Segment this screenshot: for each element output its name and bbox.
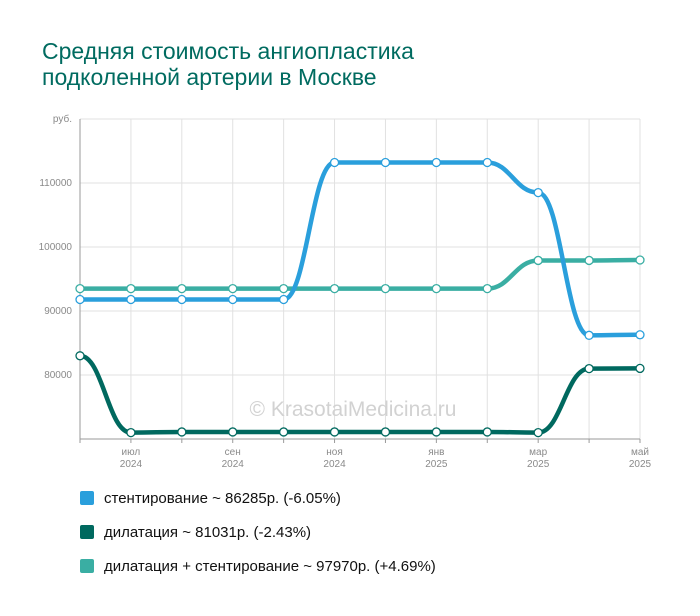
y-unit-label: руб. <box>53 113 72 125</box>
legend-label-stenting: стентирование ~ 86285р. (-6.05%) <box>104 489 341 507</box>
legend-swatch-stenting <box>80 491 94 505</box>
data-point[interactable] <box>635 330 645 340</box>
data-point[interactable] <box>228 427 238 437</box>
data-point[interactable] <box>533 187 543 198</box>
chart-title-line-2: подколенной артерии в Москве <box>42 64 377 90</box>
chart-title: Средняя стоимость ангиопластика подколен… <box>42 38 662 90</box>
series-line <box>77 353 643 435</box>
x-tick-label-year: 2024 <box>120 459 143 470</box>
x-tick-label-year: 2025 <box>629 459 652 470</box>
x-tick-label-month: май <box>631 447 649 458</box>
data-point[interactable] <box>482 427 492 437</box>
data-point[interactable] <box>177 294 187 305</box>
data-point[interactable] <box>126 427 136 438</box>
data-point[interactable] <box>380 157 391 168</box>
data-point[interactable] <box>126 294 136 305</box>
data-point[interactable] <box>329 427 340 437</box>
chart-series <box>77 160 643 435</box>
data-point[interactable] <box>584 330 594 340</box>
data-point[interactable] <box>75 294 85 305</box>
data-point[interactable] <box>635 255 645 265</box>
x-tick-label-year: 2024 <box>323 459 346 470</box>
data-point[interactable] <box>635 363 645 374</box>
series-2 <box>77 353 643 435</box>
x-tick-label-month: ноя <box>326 447 343 458</box>
data-point[interactable] <box>482 283 492 294</box>
chart-points <box>75 157 645 438</box>
x-tick-label-month: мар <box>529 447 547 458</box>
data-point[interactable] <box>278 294 289 305</box>
legend-item-dilation: дилатация ~ 81031р. (-2.43%) <box>80 522 311 542</box>
chart-grid <box>79 118 641 439</box>
data-point[interactable] <box>584 255 594 266</box>
legend-swatch-dilation-stenting <box>80 559 94 573</box>
data-point[interactable] <box>533 255 543 266</box>
x-tick-label-month: янв <box>428 447 444 458</box>
series-line <box>77 257 643 291</box>
data-point[interactable] <box>431 283 442 294</box>
y-tick-label: 80000 <box>44 370 72 381</box>
data-point[interactable] <box>380 427 391 437</box>
x-tick-label-month: сен <box>225 447 241 458</box>
data-point[interactable] <box>329 283 340 294</box>
data-point[interactable] <box>228 283 238 294</box>
data-point[interactable] <box>431 427 442 437</box>
chart-title-line-1: Средняя стоимость ангиопластика <box>42 38 414 64</box>
data-point[interactable] <box>278 283 289 294</box>
legend-item-stenting: стентирование ~ 86285р. (-6.05%) <box>80 488 341 508</box>
x-tick-label-year: 2025 <box>425 459 448 470</box>
data-point[interactable] <box>75 351 85 361</box>
data-point[interactable] <box>380 283 391 294</box>
series-line <box>77 160 643 338</box>
chart-axes: 8000090000100000110000руб.июл2024сен2024… <box>39 113 652 470</box>
legend-label-dilation: дилатация ~ 81031р. (-2.43%) <box>104 523 312 541</box>
x-tick-label-month: июл <box>122 447 141 458</box>
data-point[interactable] <box>482 157 492 168</box>
legend-item-dilation-stenting: дилатация + стентирование ~ 97970р. (+4.… <box>80 556 436 576</box>
y-tick-label: 100000 <box>39 242 73 253</box>
data-point[interactable] <box>533 427 543 438</box>
data-point[interactable] <box>228 294 238 305</box>
x-tick-label-year: 2025 <box>527 459 550 470</box>
y-tick-label: 90000 <box>44 306 72 317</box>
data-point[interactable] <box>75 283 85 294</box>
data-point[interactable] <box>177 283 187 294</box>
data-point[interactable] <box>329 157 340 168</box>
series-1 <box>77 160 643 338</box>
series-0 <box>77 257 643 291</box>
y-tick-label: 110000 <box>39 178 72 189</box>
data-point[interactable] <box>584 363 594 374</box>
data-point[interactable] <box>431 157 442 168</box>
data-point[interactable] <box>278 427 289 437</box>
x-tick-label-year: 2024 <box>222 459 245 470</box>
legend-label-dilation-stenting: дилатация + стентирование ~ 97970р. (+4.… <box>104 557 436 575</box>
watermark: © KrasotaiMedicina.ru <box>250 398 457 421</box>
data-point[interactable] <box>126 283 136 294</box>
data-point[interactable] <box>177 427 187 437</box>
legend-swatch-dilation <box>80 525 94 539</box>
